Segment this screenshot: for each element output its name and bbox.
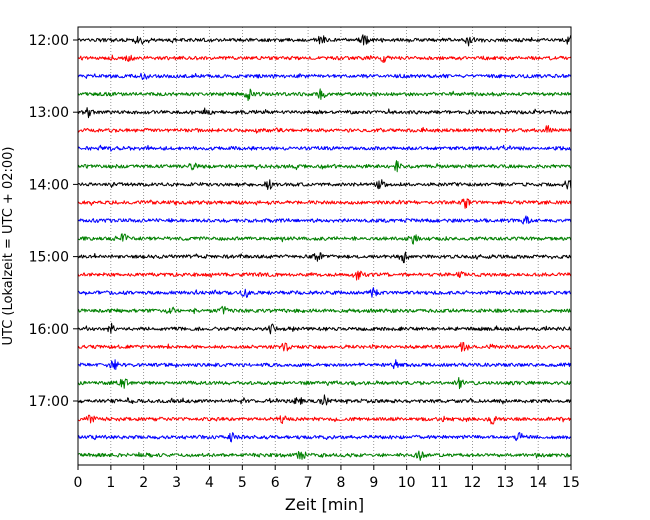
x-tick-label: 2 [139, 475, 148, 491]
y-tick-label: 17:00 [29, 394, 69, 410]
trace-1300 [77, 107, 572, 119]
x-tick-label: 4 [205, 475, 214, 491]
x-tick-label: 9 [369, 475, 378, 491]
trace-1730 [77, 432, 572, 443]
trace-1715 [77, 414, 572, 425]
trace-1630 [77, 359, 572, 370]
x-tick-label: 8 [336, 475, 345, 491]
trace-1545 [77, 305, 572, 315]
x-tick-label: 15 [562, 475, 580, 491]
trace-1600 [77, 322, 571, 335]
vertical-grid [110, 27, 539, 465]
x-axis-label: Zeit [min] [285, 495, 364, 514]
y-tick-label: 13:00 [29, 105, 69, 121]
trace-1400 [77, 179, 572, 190]
trace-1700 [77, 394, 572, 406]
trace-1615 [77, 341, 572, 352]
trace-1500 [77, 251, 572, 264]
x-tick-label: 0 [74, 475, 83, 491]
x-tick-label: 6 [271, 475, 280, 491]
y-tick-label: 14:00 [29, 177, 69, 193]
y-axis: 12:00 13:00 14:00 15:00 16:00 17:00 [29, 33, 78, 410]
x-axis: 0 1 2 3 4 5 6 7 8 9 10 11 12 13 14 15 [74, 465, 580, 491]
trace-1215 [77, 54, 572, 64]
y-tick-label: 15:00 [29, 250, 69, 266]
x-tick-label: 1 [106, 475, 115, 491]
trace-1515 [77, 270, 572, 281]
trace-1745 [77, 450, 572, 461]
trace-1530 [77, 287, 572, 298]
trace-1415 [77, 198, 572, 209]
trace-1430 [77, 215, 572, 225]
y-tick-label: 12:00 [29, 33, 69, 49]
x-tick-label: 5 [238, 475, 247, 491]
y-tick-label: 16:00 [29, 322, 69, 338]
trace-1645 [77, 376, 572, 390]
trace-1315 [77, 125, 572, 134]
x-tick-label: 12 [463, 475, 481, 491]
trace-1245 [77, 88, 572, 102]
trace-1330 [77, 144, 572, 152]
x-tick-label: 3 [172, 475, 181, 491]
x-tick-label: 7 [304, 475, 313, 491]
trace-1445 [77, 233, 572, 245]
trace-1345 [77, 160, 572, 173]
trace-1200 [77, 34, 572, 47]
x-tick-label: 14 [529, 475, 547, 491]
seismic-traces [77, 34, 572, 461]
x-tick-label: 11 [431, 475, 449, 491]
x-tick-label: 13 [496, 475, 514, 491]
y-axis-label: UTC (Lokalzeit = UTC + 02:00) [1, 147, 16, 346]
plot-frame [77, 26, 572, 466]
trace-1230 [77, 72, 572, 81]
x-tick-label: 10 [398, 475, 416, 491]
